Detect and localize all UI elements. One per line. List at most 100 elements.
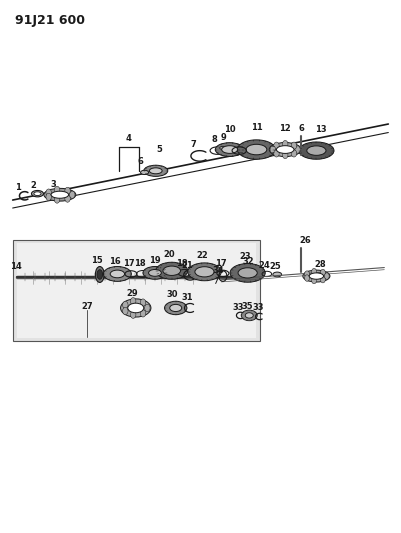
Text: 13: 13 [314, 125, 326, 134]
Text: 34: 34 [212, 266, 224, 275]
Circle shape [270, 146, 275, 153]
Text: 27: 27 [81, 302, 93, 311]
Circle shape [65, 187, 70, 195]
Ellipse shape [246, 144, 267, 155]
Text: 22: 22 [196, 252, 208, 260]
Ellipse shape [31, 190, 43, 197]
Ellipse shape [149, 168, 162, 174]
Polygon shape [17, 243, 257, 338]
Text: 30: 30 [167, 289, 178, 298]
Circle shape [55, 196, 60, 203]
Circle shape [312, 269, 316, 275]
Ellipse shape [303, 270, 330, 282]
Circle shape [46, 189, 51, 196]
Circle shape [140, 310, 146, 317]
Circle shape [55, 186, 60, 193]
Ellipse shape [269, 142, 301, 157]
Circle shape [282, 141, 288, 148]
Text: 28: 28 [314, 260, 326, 269]
Ellipse shape [245, 313, 253, 318]
Text: 23: 23 [239, 253, 251, 261]
Text: 11: 11 [251, 123, 262, 132]
Circle shape [274, 142, 279, 149]
Ellipse shape [241, 310, 257, 321]
Ellipse shape [215, 143, 244, 156]
Ellipse shape [188, 263, 221, 281]
Circle shape [305, 275, 310, 281]
Text: 6: 6 [298, 124, 304, 133]
Text: 8: 8 [212, 135, 217, 144]
Ellipse shape [299, 142, 334, 159]
Circle shape [295, 146, 300, 153]
Text: 29: 29 [126, 288, 138, 297]
Text: 24: 24 [259, 261, 270, 270]
Ellipse shape [273, 272, 282, 277]
Text: 10: 10 [224, 125, 235, 134]
Ellipse shape [237, 140, 275, 159]
Circle shape [123, 308, 128, 314]
Text: 5: 5 [157, 145, 163, 154]
Text: 12: 12 [279, 124, 291, 133]
Ellipse shape [276, 146, 294, 154]
Text: 15: 15 [91, 256, 103, 264]
Text: 35: 35 [242, 302, 253, 311]
Circle shape [291, 142, 297, 149]
Text: 33: 33 [252, 303, 264, 312]
Ellipse shape [307, 146, 326, 155]
Circle shape [145, 304, 150, 312]
Ellipse shape [103, 266, 132, 281]
Text: 2: 2 [30, 181, 36, 190]
Ellipse shape [309, 273, 324, 279]
Text: 33: 33 [232, 303, 244, 312]
Text: 21: 21 [181, 261, 193, 270]
Circle shape [140, 299, 146, 306]
Text: 18: 18 [176, 260, 188, 268]
Text: 6: 6 [138, 157, 144, 166]
Text: 17: 17 [215, 260, 226, 268]
Text: 14: 14 [10, 262, 22, 271]
Circle shape [130, 297, 136, 305]
Circle shape [69, 191, 75, 198]
Circle shape [312, 277, 316, 284]
Circle shape [282, 151, 288, 159]
Polygon shape [13, 240, 260, 341]
Ellipse shape [163, 266, 180, 276]
Ellipse shape [170, 304, 182, 312]
Text: 26: 26 [299, 237, 311, 246]
Ellipse shape [44, 188, 76, 201]
Ellipse shape [220, 147, 226, 150]
Text: 18: 18 [134, 260, 146, 268]
Text: 91J21 600: 91J21 600 [15, 14, 85, 27]
Ellipse shape [143, 266, 167, 279]
Text: 31: 31 [182, 293, 194, 302]
Ellipse shape [238, 268, 257, 278]
Ellipse shape [230, 263, 265, 282]
Circle shape [130, 311, 136, 318]
Text: 9: 9 [221, 133, 226, 142]
Ellipse shape [164, 301, 187, 314]
Text: 16: 16 [109, 257, 120, 265]
Ellipse shape [128, 303, 144, 313]
Text: 3: 3 [51, 180, 56, 189]
Text: 32: 32 [243, 257, 254, 265]
Circle shape [320, 277, 325, 283]
Circle shape [291, 150, 297, 157]
Ellipse shape [195, 266, 214, 277]
Text: 1: 1 [14, 183, 20, 192]
Ellipse shape [51, 191, 69, 198]
Ellipse shape [222, 146, 238, 154]
Circle shape [65, 195, 70, 202]
Ellipse shape [141, 170, 148, 174]
Ellipse shape [97, 270, 103, 279]
Ellipse shape [148, 270, 161, 276]
Circle shape [305, 271, 310, 277]
Text: 20: 20 [164, 251, 175, 260]
Text: 25: 25 [269, 262, 281, 271]
Circle shape [324, 273, 329, 279]
Ellipse shape [110, 270, 125, 278]
Circle shape [274, 150, 279, 157]
Ellipse shape [95, 266, 104, 282]
Text: 17: 17 [123, 260, 134, 268]
Ellipse shape [156, 262, 188, 279]
Ellipse shape [34, 192, 41, 196]
